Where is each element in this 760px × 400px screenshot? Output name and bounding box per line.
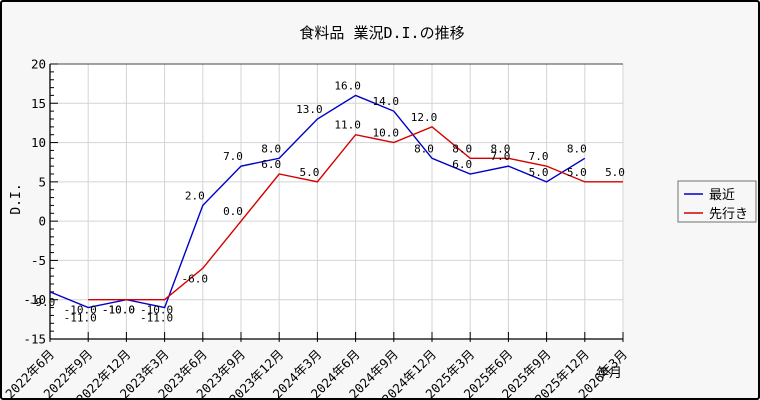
x-axis-title: 年月 — [596, 366, 622, 381]
point-label: -9.0 — [29, 296, 56, 309]
chart-title: 食料品 業況D.I.の推移 — [299, 24, 464, 42]
point-label: 5.0 — [605, 166, 625, 179]
point-label: 5.0 — [529, 166, 549, 179]
legend: 最近 先行き — [677, 180, 757, 223]
y-tick-label: -10 — [23, 292, 46, 307]
point-label: 8.0 — [567, 142, 587, 155]
point-label: 7.0 — [529, 150, 549, 163]
series-line-先行き — [88, 126, 623, 301]
axis-ticks — [49, 63, 624, 342]
data-series-lines — [49, 94, 623, 309]
point-label: -10.0 — [140, 304, 173, 317]
point-label: 2.0 — [185, 189, 205, 202]
axes-frame — [49, 63, 623, 340]
point-label: 8.0 — [490, 142, 510, 155]
point-label: 0.0 — [223, 205, 243, 218]
point-label: 11.0 — [334, 119, 361, 132]
plot-area — [50, 64, 623, 339]
series-line-最近 — [49, 94, 586, 309]
point-label: -6.0 — [182, 272, 209, 285]
point-label: 13.0 — [296, 103, 323, 116]
point-label: 16.0 — [334, 79, 361, 92]
data-point-labels: -9.0-11.0-10.0-11.02.07.08.013.016.014.0… — [29, 79, 625, 324]
point-label: 8.0 — [452, 142, 472, 155]
point-label: 7.0 — [490, 150, 510, 163]
point-label: 14.0 — [373, 95, 400, 108]
point-label: 6.0 — [261, 158, 281, 171]
point-label: 7.0 — [223, 150, 243, 163]
point-label: -11.0 — [140, 312, 173, 325]
point-label: 10.0 — [373, 127, 400, 140]
point-label: 6.0 — [452, 158, 472, 171]
point-label: 5.0 — [299, 166, 319, 179]
gridlines — [50, 64, 624, 339]
y-axis-title: D.I. — [9, 183, 24, 214]
point-label: 5.0 — [567, 166, 587, 179]
legend-label-recent: 最近 — [709, 188, 735, 203]
y-tick-label: 0 — [38, 214, 46, 229]
y-tick-label: 5 — [38, 174, 46, 189]
y-tick-label: 10 — [31, 135, 46, 150]
legend-box — [677, 180, 757, 223]
legend-label-outlook: 先行き — [709, 207, 748, 222]
y-tick-label: -15 — [23, 332, 46, 347]
point-label: -11.0 — [64, 312, 97, 325]
point-label: -10.0 — [102, 304, 135, 317]
y-tick-label: -5 — [31, 253, 46, 268]
point-label: 12.0 — [411, 111, 438, 124]
point-label: -10.0 — [64, 304, 97, 317]
point-label: 8.0 — [414, 142, 434, 155]
point-label: 8.0 — [261, 142, 281, 155]
y-tick-label: 20 — [31, 57, 46, 72]
y-tick-label: 15 — [31, 96, 46, 111]
point-label: -10.0 — [102, 304, 135, 317]
